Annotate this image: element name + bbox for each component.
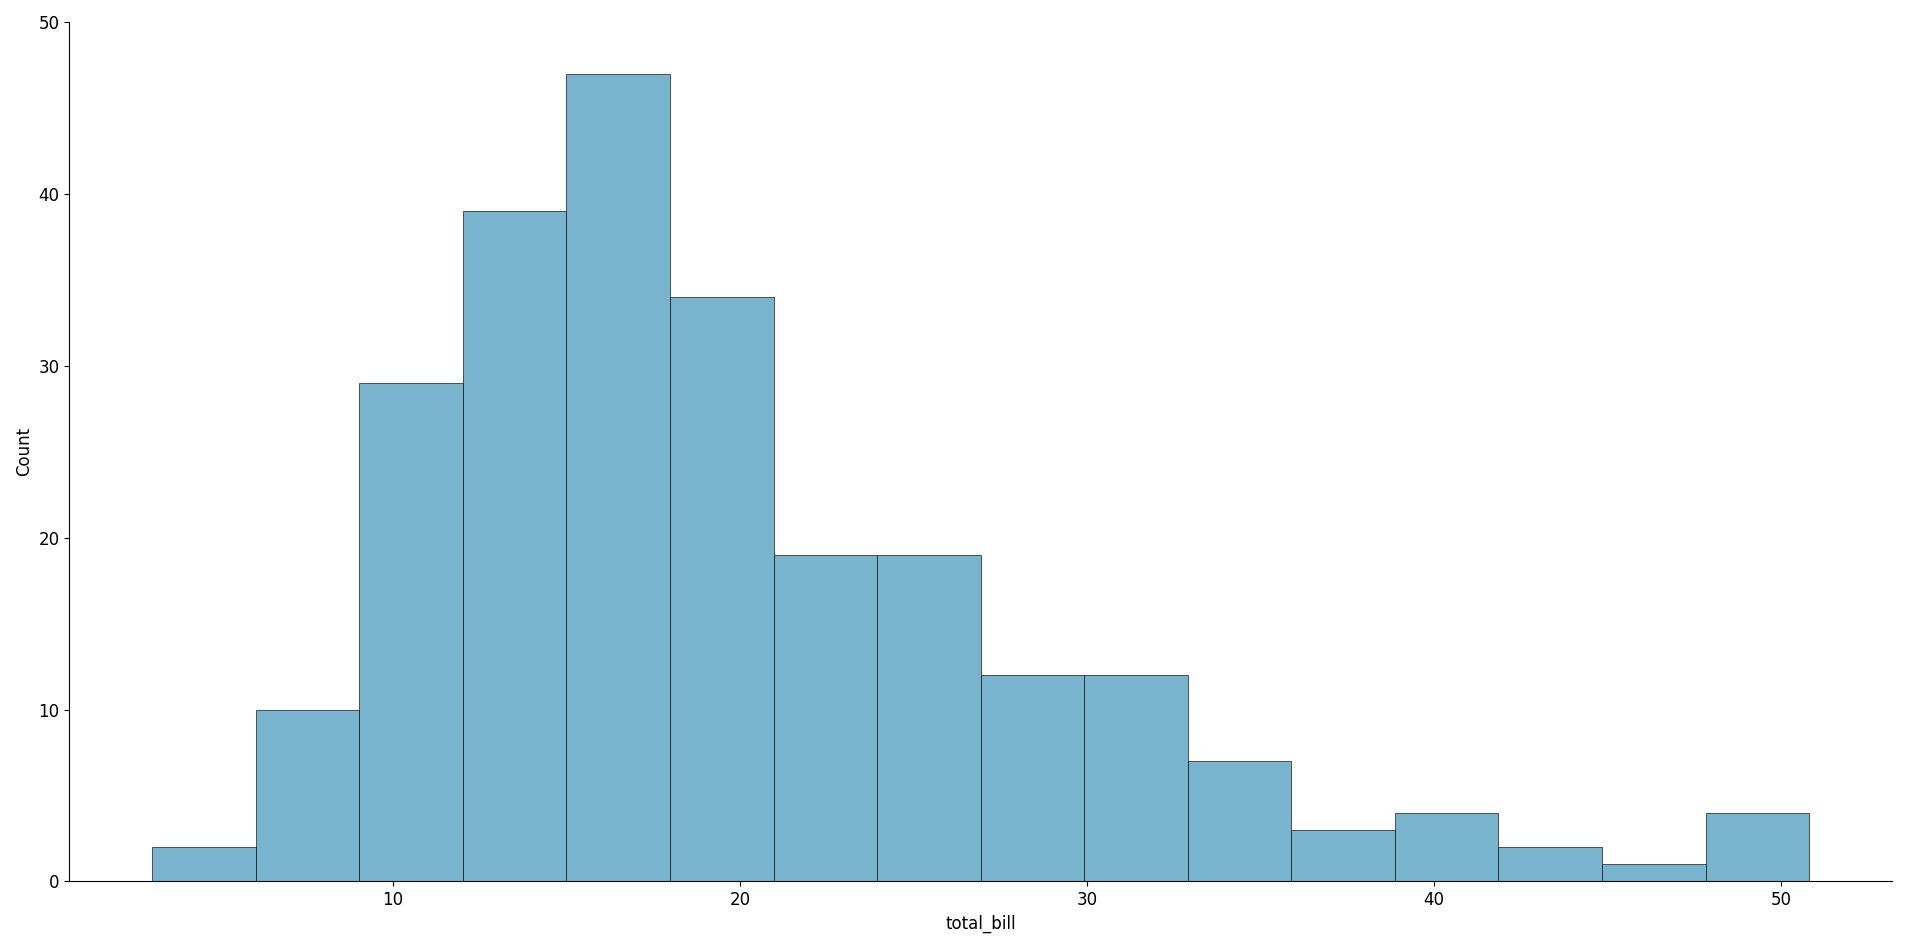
Bar: [359, 383, 463, 882]
Bar: [1291, 830, 1394, 882]
Bar: [566, 74, 669, 882]
Bar: [774, 555, 877, 882]
Bar: [1188, 761, 1291, 882]
Bar: [1499, 848, 1602, 882]
Bar: [980, 675, 1085, 882]
Bar: [1705, 812, 1810, 882]
Y-axis label: Count: Count: [15, 428, 32, 476]
Bar: [1085, 675, 1188, 882]
Bar: [153, 848, 256, 882]
Bar: [1394, 812, 1499, 882]
Bar: [256, 709, 359, 882]
Bar: [669, 297, 774, 882]
Bar: [1602, 865, 1705, 882]
Bar: [463, 211, 566, 882]
X-axis label: total_bill: total_bill: [946, 915, 1016, 933]
Bar: [877, 555, 980, 882]
